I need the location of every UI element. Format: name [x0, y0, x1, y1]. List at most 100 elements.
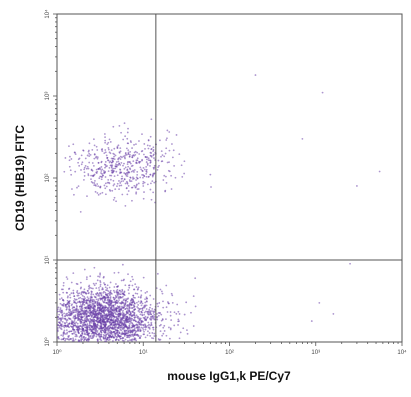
event-point [159, 139, 161, 142]
event-point [151, 326, 154, 329]
event-point [145, 168, 148, 171]
event-point [136, 324, 139, 327]
event-point [136, 162, 138, 165]
event-point [116, 164, 118, 166]
event-point [135, 192, 138, 195]
event-point [124, 321, 127, 323]
event-point [181, 175, 184, 178]
event-point [119, 324, 122, 327]
event-point [93, 184, 96, 187]
event-point [72, 299, 75, 302]
event-point [68, 305, 71, 308]
event-point [133, 306, 135, 309]
event-point [122, 309, 124, 312]
event-point [124, 299, 127, 302]
event-point [96, 304, 99, 306]
event-point [142, 320, 144, 323]
event-point [106, 296, 108, 299]
event-point [101, 307, 104, 310]
event-point [105, 318, 108, 320]
event-point [152, 153, 155, 156]
event-point [139, 322, 142, 325]
event-point [68, 293, 71, 296]
event-point [123, 291, 126, 294]
event-point [125, 180, 128, 183]
event-point [111, 171, 114, 174]
event-point [136, 316, 139, 319]
event-point [70, 173, 73, 176]
event-point [123, 294, 126, 297]
event-point [114, 154, 117, 157]
event-point [56, 310, 59, 313]
event-point [65, 291, 68, 294]
event-point [71, 188, 73, 190]
outlier-point [310, 320, 313, 322]
event-point [150, 147, 153, 150]
event-point [96, 157, 99, 160]
event-point [104, 291, 107, 294]
event-point [126, 320, 129, 323]
event-point [140, 335, 142, 337]
event-point [118, 184, 121, 187]
event-point [76, 310, 79, 312]
event-point [136, 170, 139, 173]
event-point [65, 321, 68, 324]
event-point [124, 172, 127, 175]
event-point [90, 328, 92, 331]
event-point [139, 307, 142, 310]
event-point [138, 161, 140, 163]
event-point [132, 294, 135, 297]
event-point [142, 176, 144, 179]
event-point [100, 326, 103, 329]
event-point [83, 268, 86, 271]
event-point [122, 299, 125, 302]
event-point [95, 316, 98, 318]
event-point [80, 330, 83, 333]
event-point [123, 122, 126, 125]
event-point [134, 332, 137, 334]
event-point [67, 317, 70, 320]
event-point [156, 272, 159, 275]
event-point [132, 335, 135, 338]
event-point [136, 292, 139, 295]
event-point [104, 164, 107, 166]
event-point [112, 315, 115, 318]
event-point [104, 338, 107, 340]
event-point [76, 290, 79, 292]
event-point [153, 164, 156, 167]
event-point [63, 312, 65, 315]
event-point [86, 276, 88, 278]
event-point [128, 286, 131, 289]
event-point [112, 184, 115, 187]
event-point [57, 327, 59, 329]
event-point [115, 318, 117, 321]
event-point [88, 309, 91, 312]
event-point [152, 298, 155, 300]
event-point [103, 283, 106, 286]
event-point [115, 161, 118, 163]
event-point [131, 284, 134, 287]
event-point [186, 329, 188, 332]
event-point [107, 178, 110, 181]
event-point [99, 297, 102, 300]
event-point [127, 142, 130, 145]
event-point [78, 318, 81, 321]
event-point [115, 200, 117, 203]
event-point [88, 328, 91, 331]
event-point [158, 339, 161, 341]
event-point [95, 328, 98, 331]
event-point [112, 318, 115, 320]
event-point [153, 157, 155, 159]
event-point [93, 138, 95, 141]
event-point [119, 293, 122, 296]
event-point [149, 135, 152, 138]
event-point [104, 193, 107, 196]
event-point [129, 176, 132, 179]
event-point [150, 152, 153, 154]
event-point [74, 301, 76, 304]
event-point [165, 306, 168, 309]
event-point [60, 320, 62, 322]
event-point [104, 340, 106, 343]
event-point [109, 289, 112, 292]
event-point [61, 313, 64, 316]
